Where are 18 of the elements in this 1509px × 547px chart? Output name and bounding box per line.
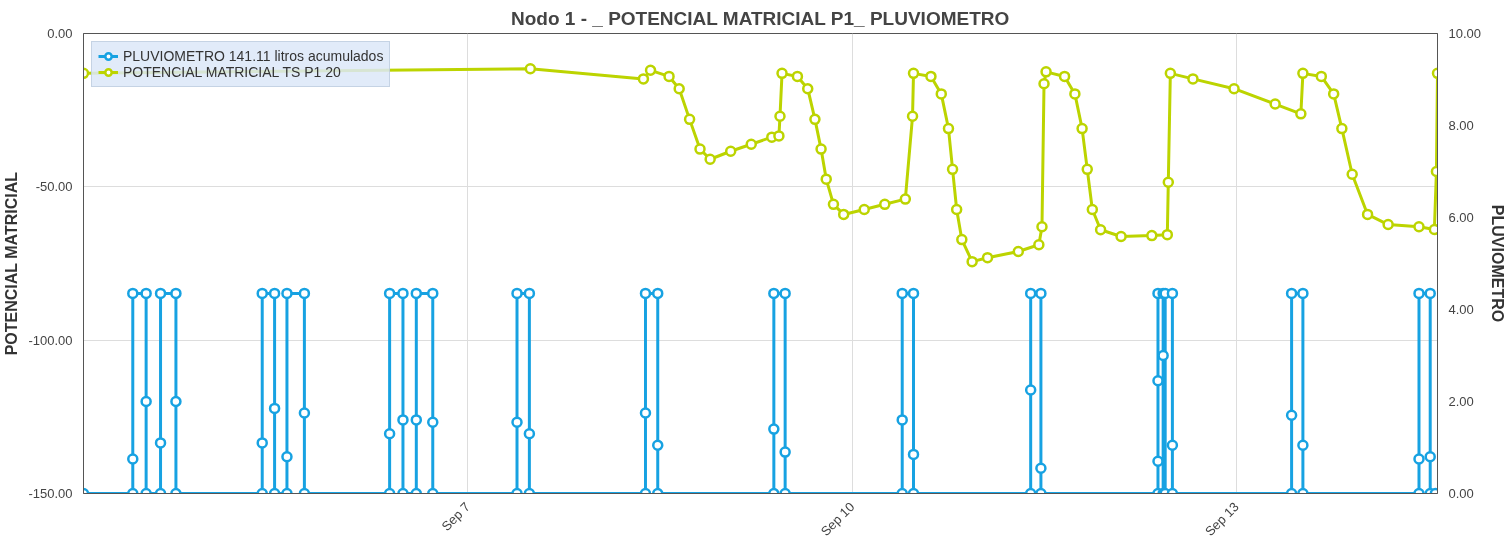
y2-tick-label: 0.00 [1448,486,1474,501]
y2-tick-label: 8.00 [1448,118,1474,133]
y2-tick-label: 4.00 [1448,302,1474,317]
chart-title: Nodo 1 - _ POTENCIAL MATRICIAL P1_ PLUVIOMETRO [511,7,1010,29]
y2-tick-label: 6.00 [1448,210,1474,225]
y2-tick-label: 2.00 [1448,394,1474,409]
y-tick-label: 0.00 [47,26,73,41]
y-tick-label: -50.00 [35,179,73,195]
y-tick-label: -100.00 [28,332,73,348]
x-tick-label: Sep 7 [438,499,474,534]
y-tick-label: -150.00 [28,486,73,501]
y2-tick-label: 10.00 [1448,26,1482,41]
legend-label: PLUVIOMETRO 141.11 litros acumulados [123,48,384,64]
x-tick-label: Sep 10 [817,499,858,539]
x-tick-label: Sep 13 [1202,499,1242,539]
y-axis-title: POTENCIAL MATRICIAL [3,171,21,356]
y2-axis-title: PLUVIOMETRO [1489,204,1507,323]
legend-label: POTENCIAL MATRICIAL TS P1 20 [123,64,341,80]
